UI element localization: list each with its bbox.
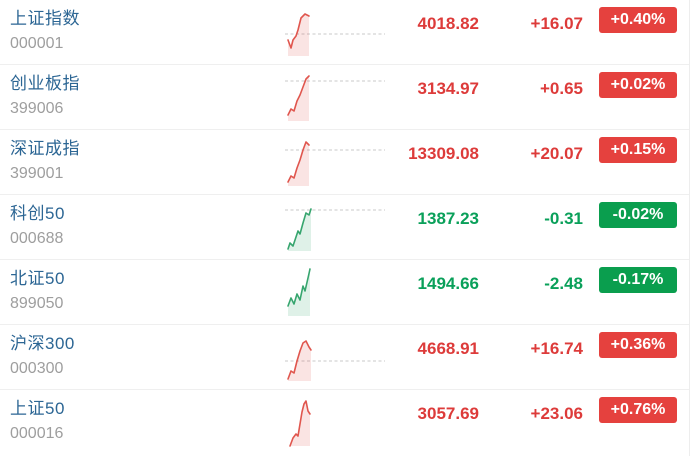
index-identity: 深证成指 399001 bbox=[10, 137, 80, 185]
index-name: 沪深300 bbox=[10, 334, 75, 353]
sparkline-chart bbox=[285, 6, 385, 58]
index-code: 899050 bbox=[10, 295, 64, 312]
index-code: 399006 bbox=[10, 100, 64, 117]
price-value: 3057.69 bbox=[417, 404, 479, 423]
index-row[interactable]: 沪深300 000300 4668.91 +16.74 +0.36% bbox=[0, 325, 689, 390]
index-row[interactable]: 北证50 899050 1494.66 -2.48 -0.17% bbox=[0, 260, 689, 325]
index-name: 北证50 bbox=[10, 269, 65, 288]
change-value: -0.31 bbox=[544, 209, 583, 228]
index-row[interactable]: 上证50 000016 3057.69 +23.06 +0.76% bbox=[0, 390, 689, 455]
sparkline-chart bbox=[285, 201, 385, 253]
index-identity: 创业板指 399006 bbox=[10, 72, 80, 120]
change-percent-badge: +0.02% bbox=[599, 72, 677, 98]
index-identity: 北证50 899050 bbox=[10, 267, 65, 315]
price-value: 3134.97 bbox=[417, 79, 479, 98]
index-identity: 上证指数 000001 bbox=[10, 7, 80, 55]
change-percent-badge: +0.76% bbox=[599, 397, 677, 423]
index-name: 创业板指 bbox=[10, 74, 80, 93]
change-percent-badge: -0.17% bbox=[599, 267, 677, 293]
index-name: 上证指数 bbox=[10, 9, 80, 28]
index-identity: 上证50 000016 bbox=[10, 397, 65, 445]
change-percent-badge: +0.15% bbox=[599, 137, 677, 163]
index-name: 科创50 bbox=[10, 204, 65, 223]
change-value: +0.65 bbox=[539, 79, 583, 98]
change-value: +20.07 bbox=[530, 144, 583, 163]
index-row[interactable]: 科创50 000688 1387.23 -0.31 -0.02% bbox=[0, 195, 689, 260]
change-percent-badge: +0.36% bbox=[599, 332, 677, 358]
index-code: 000001 bbox=[10, 35, 64, 52]
index-row[interactable]: 上证指数 000001 4018.82 +16.07 +0.40% bbox=[0, 0, 689, 65]
index-code: 399001 bbox=[10, 165, 64, 182]
change-value: +16.74 bbox=[530, 339, 583, 358]
index-identity: 科创50 000688 bbox=[10, 202, 65, 250]
sparkline-chart bbox=[285, 331, 385, 383]
index-name: 上证50 bbox=[10, 399, 65, 418]
sparkline-chart bbox=[285, 266, 385, 318]
index-code: 000688 bbox=[10, 230, 64, 247]
sparkline-chart bbox=[285, 71, 385, 123]
change-value: +23.06 bbox=[530, 404, 583, 423]
price-value: 4018.82 bbox=[417, 14, 479, 33]
price-value: 13309.08 bbox=[408, 144, 479, 163]
price-value: 1494.66 bbox=[417, 274, 479, 293]
change-value: -2.48 bbox=[544, 274, 583, 293]
price-value: 4668.91 bbox=[417, 339, 479, 358]
index-name: 深证成指 bbox=[10, 139, 80, 158]
change-value: +16.07 bbox=[530, 14, 583, 33]
index-identity: 沪深300 000300 bbox=[10, 332, 75, 380]
index-code: 000300 bbox=[10, 360, 64, 377]
price-value: 1387.23 bbox=[417, 209, 479, 228]
change-percent-badge: -0.02% bbox=[599, 202, 677, 228]
sparkline-chart bbox=[285, 396, 385, 448]
index-row[interactable]: 深证成指 399001 13309.08 +20.07 +0.15% bbox=[0, 130, 689, 195]
index-code: 000016 bbox=[10, 425, 64, 442]
change-percent-badge: +0.40% bbox=[599, 7, 677, 33]
sparkline-chart bbox=[285, 136, 385, 188]
index-row[interactable]: 创业板指 399006 3134.97 +0.65 +0.02% bbox=[0, 65, 689, 130]
